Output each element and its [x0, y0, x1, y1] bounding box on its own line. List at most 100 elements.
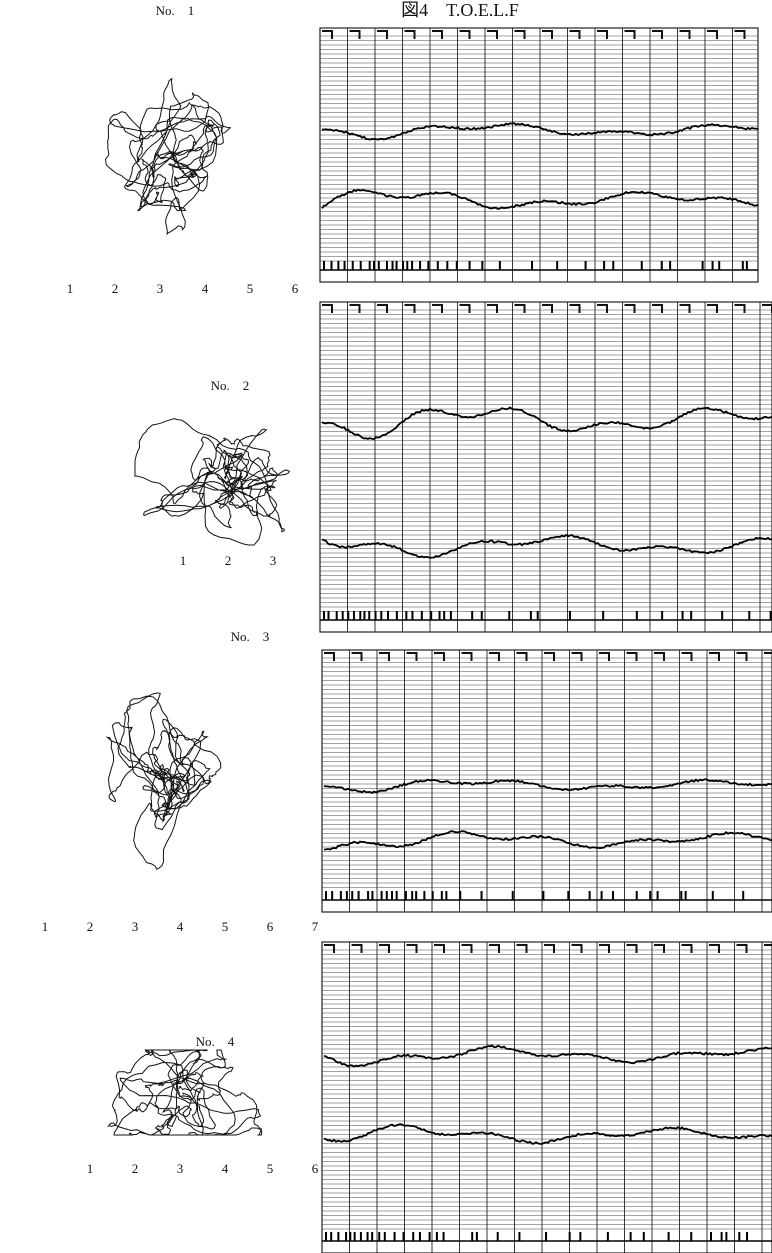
time-tick — [544, 652, 555, 661]
time-tick — [487, 304, 498, 313]
time-tick — [434, 652, 445, 661]
time-tick — [707, 304, 718, 313]
time-tick — [681, 944, 693, 953]
figure-title: 図4 T.O.E.L.F — [401, 0, 519, 20]
time-tick — [652, 30, 663, 39]
sway-trajectory — [105, 692, 222, 870]
time-tick — [459, 304, 471, 313]
time-tick — [351, 652, 363, 661]
time-tick — [516, 652, 528, 661]
time-tick — [516, 944, 528, 953]
time-tick — [764, 652, 772, 654]
scale-label: 5 — [222, 919, 229, 934]
scale-label: 1 — [87, 1161, 94, 1176]
time-tick — [734, 30, 746, 39]
sway-trajectory — [134, 418, 291, 546]
recording-strip — [319, 27, 759, 283]
time-tick — [432, 304, 443, 313]
time-tick — [487, 30, 498, 39]
panel-label: No. 2 — [211, 378, 250, 393]
time-tick — [489, 652, 500, 661]
time-tick — [461, 652, 473, 661]
time-tick — [349, 30, 361, 39]
scale-label: 3 — [177, 1161, 184, 1176]
scale-label: 6 — [267, 919, 274, 934]
time-tick — [599, 652, 610, 661]
time-tick — [459, 30, 471, 39]
scale-label: 1 — [67, 281, 74, 296]
panel-label: No. 1 — [156, 3, 195, 18]
time-tick — [544, 944, 555, 953]
time-tick — [404, 30, 416, 39]
time-tick — [736, 652, 748, 661]
time-tick — [406, 944, 418, 953]
time-tick — [379, 652, 390, 661]
time-tick — [707, 30, 718, 39]
signal-trace — [323, 1044, 772, 1068]
scale-label: 7 — [312, 919, 319, 934]
time-tick — [489, 944, 500, 953]
time-tick — [542, 30, 553, 39]
time-tick — [764, 944, 772, 946]
scale-label: 3 — [132, 919, 139, 934]
scale-label: 4 — [177, 919, 184, 934]
time-tick — [599, 944, 610, 953]
time-tick — [626, 944, 638, 953]
time-tick — [377, 30, 388, 39]
time-tick — [351, 944, 363, 953]
time-tick — [736, 944, 748, 953]
time-tick — [432, 30, 443, 39]
time-tick — [324, 652, 335, 661]
time-tick — [322, 304, 333, 313]
time-tick — [597, 304, 608, 313]
signal-trace — [323, 830, 772, 851]
scale-label: 3 — [157, 281, 164, 296]
time-tick — [349, 304, 361, 313]
scale-label: 5 — [267, 1161, 274, 1176]
time-tick — [514, 304, 526, 313]
scale-label: 1 — [180, 553, 187, 568]
scale-label: 2 — [225, 553, 232, 568]
time-tick — [377, 304, 388, 313]
scale-label: 2 — [112, 281, 119, 296]
time-tick — [406, 652, 418, 661]
scale-label: 2 — [87, 919, 94, 934]
scale-label: 3 — [270, 553, 277, 568]
time-tick — [379, 944, 390, 953]
time-tick — [324, 944, 335, 953]
time-tick — [709, 944, 720, 953]
time-tick — [624, 30, 636, 39]
recording-strip — [321, 941, 772, 1253]
time-tick — [654, 652, 665, 661]
time-tick — [514, 30, 526, 39]
time-tick — [542, 304, 553, 313]
panel-label: No. 3 — [231, 629, 270, 644]
time-tick — [461, 944, 473, 953]
panel-label: No. 4 — [196, 1034, 235, 1049]
signal-trace — [321, 122, 759, 141]
time-tick — [679, 304, 691, 313]
time-tick — [404, 304, 416, 313]
time-tick — [624, 304, 636, 313]
scale-label: 1 — [42, 919, 49, 934]
scale-label: 5 — [247, 281, 254, 296]
scale-label: 4 — [222, 1161, 229, 1176]
scale-label: 2 — [132, 1161, 139, 1176]
time-tick — [681, 652, 693, 661]
sway-trajectory — [104, 77, 232, 236]
recording-strip — [319, 301, 772, 633]
signal-trace — [323, 778, 772, 795]
time-tick — [322, 30, 333, 39]
time-tick — [569, 304, 581, 313]
time-tick — [679, 30, 691, 39]
time-tick — [654, 944, 665, 953]
scale-label: 4 — [202, 281, 209, 296]
signal-trace — [323, 1123, 772, 1145]
time-tick — [571, 944, 583, 953]
sway-trajectory — [106, 1048, 263, 1136]
time-tick — [709, 652, 720, 661]
time-tick — [734, 304, 746, 313]
signal-trace — [321, 533, 772, 559]
